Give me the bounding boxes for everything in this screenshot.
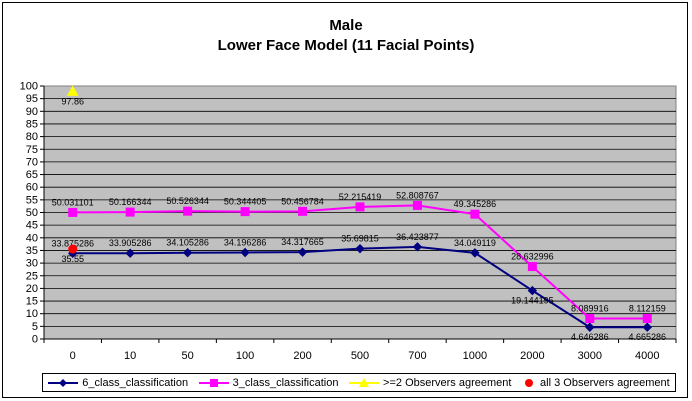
data-point-3-observers xyxy=(68,244,78,254)
chart-legend: 6_class_classification 3_class_classific… xyxy=(42,373,676,392)
data-point-6-class xyxy=(355,243,365,254)
data-label-6-class: 19.144195 xyxy=(511,296,554,306)
y-tick-label: 0 xyxy=(32,334,38,346)
y-tick-label: 75 xyxy=(26,144,38,156)
data-point-6-class xyxy=(182,248,193,258)
data-label-6-class: 33.875286 xyxy=(51,238,94,248)
data-label-3-class: 49.345286 xyxy=(454,199,497,209)
y-tick-label: 35 xyxy=(26,245,38,257)
x-tick-label: 500 xyxy=(351,350,369,362)
data-point-3-class xyxy=(298,206,308,216)
data-point-6-class xyxy=(297,247,308,257)
data-point-6-class xyxy=(642,322,652,332)
data-point-3-class xyxy=(585,314,595,324)
legend-label-3-class: 3_class_classification xyxy=(232,376,339,389)
data-label-6-class: 4.646286 xyxy=(571,332,609,342)
data-label-3-observers: 35.55 xyxy=(61,254,84,264)
y-tick-label: 30 xyxy=(26,258,38,270)
data-point-3-class xyxy=(68,207,78,217)
data-label-3-class: 52.808767 xyxy=(396,190,439,200)
data-label-6-class: 34.105286 xyxy=(166,238,209,248)
data-label-3-class: 8.112159 xyxy=(629,303,666,313)
legend-swatch-2-observers xyxy=(349,377,380,387)
data-label-3-class: 50.526344 xyxy=(166,196,209,206)
data-point-6-class xyxy=(240,247,250,258)
legend-item-6-class: 6_class_classification xyxy=(48,377,188,389)
data-point-3-class xyxy=(470,209,480,219)
data-point-6-class xyxy=(470,248,480,258)
data-label-3-class: 50.344405 xyxy=(224,197,267,207)
x-tick-label: 4000 xyxy=(635,350,659,362)
legend-item-2-observers: >=2 Observers agreement xyxy=(349,377,511,389)
chart-subtitle: Lower Face Model (11 Facial Points) xyxy=(217,37,475,54)
x-tick-label: 10 xyxy=(124,350,136,362)
data-label-6-class: 4.665286 xyxy=(628,332,666,342)
y-tick-label: 5 xyxy=(32,321,38,333)
data-label-6-class: 33.905286 xyxy=(109,238,152,248)
y-tick-label: 50 xyxy=(26,207,38,219)
data-label-6-class: 36.423877 xyxy=(396,232,439,242)
y-tick-label: 100 xyxy=(20,81,38,93)
x-tick-label: 1000 xyxy=(463,350,487,362)
x-tick-label: 3000 xyxy=(578,350,602,362)
y-tick-label: 55 xyxy=(26,194,38,206)
data-point-3-class xyxy=(355,202,365,212)
data-label-3-class: 28.632996 xyxy=(511,252,554,262)
data-label-3-class: 52.215419 xyxy=(339,192,382,202)
y-tick-label: 95 xyxy=(26,93,38,105)
data-point-2-observers xyxy=(66,85,79,96)
legend-label-3-observers: all 3 Observers agreement xyxy=(540,376,670,389)
data-point-3-class xyxy=(183,206,193,216)
x-tick-label: 100 xyxy=(236,350,254,362)
x-tick-label: 200 xyxy=(293,350,311,362)
data-point-3-class xyxy=(527,262,537,272)
data-label-6-class: 34.196286 xyxy=(224,237,267,247)
y-tick-label: 70 xyxy=(26,156,38,168)
y-tick-label: 25 xyxy=(26,270,38,282)
y-tick-label: 10 xyxy=(26,308,38,320)
legend-item-3-observers: all 3 Observers agreement xyxy=(522,377,670,389)
y-tick-label: 90 xyxy=(26,106,38,118)
y-tick-label: 20 xyxy=(26,283,38,295)
data-label-3-class: 50.031101 xyxy=(52,197,94,207)
data-point-6-class xyxy=(412,242,423,252)
y-tick-label: 45 xyxy=(26,220,38,232)
legend-label-2-observers: >=2 Observers agreement xyxy=(383,376,512,389)
data-point-3-class xyxy=(642,313,652,323)
data-label-6-class: 34.317665 xyxy=(281,237,324,247)
data-point-6-class xyxy=(125,248,135,258)
legend-label-6-class: 6_class_classification xyxy=(82,376,189,389)
data-label-2-observers: 97.86 xyxy=(61,96,84,106)
data-point-3-class xyxy=(240,207,250,217)
y-tick-label: 65 xyxy=(26,169,38,181)
data-label-3-class: 50.166344 xyxy=(109,197,152,207)
y-tick-label: 15 xyxy=(26,296,38,308)
y-tick-label: 85 xyxy=(26,118,38,130)
data-label-3-class: 8.089916 xyxy=(571,304,609,314)
data-label-3-class: 50.456784 xyxy=(281,196,324,206)
data-point-3-class xyxy=(412,200,422,210)
x-tick-label: 700 xyxy=(408,350,426,362)
chart-title-block: Male Lower Face Model (11 Facial Points) xyxy=(0,16,692,56)
legend-swatch-3-class xyxy=(198,378,229,387)
x-tick-label: 50 xyxy=(182,350,194,362)
legend-swatch-3-observers xyxy=(525,378,534,387)
chart-title: Male xyxy=(329,17,363,34)
y-tick-label: 80 xyxy=(26,131,38,143)
y-tick-label: 40 xyxy=(26,232,38,244)
y-tick-label: 60 xyxy=(26,182,38,194)
legend-item-3-class: 3_class_classification xyxy=(198,376,339,389)
x-tick-label: 0 xyxy=(70,350,76,362)
data-label-6-class: 35.69815 xyxy=(341,234,379,244)
data-point-6-class xyxy=(527,285,538,296)
data-point-6-class xyxy=(585,322,595,332)
legend-swatch-6-class xyxy=(48,378,79,387)
data-label-6-class: 34.049119 xyxy=(454,238,496,248)
x-tick-label: 2000 xyxy=(520,350,544,362)
data-point-3-class xyxy=(125,207,135,217)
